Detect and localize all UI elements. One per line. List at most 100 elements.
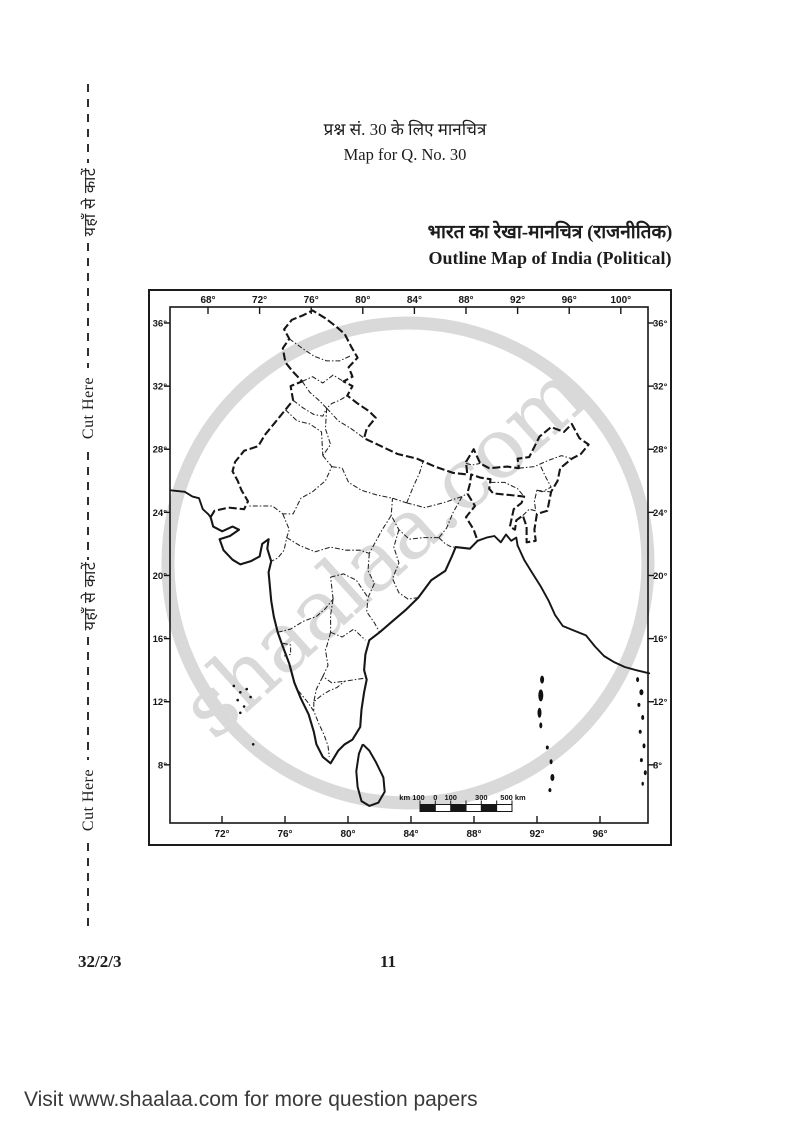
- latitude-label: 28°: [653, 445, 668, 456]
- state-boundary: [465, 462, 481, 466]
- latitude-label: 12°: [153, 697, 168, 708]
- india-land-border: [209, 309, 590, 544]
- longitude-label: 84°: [407, 295, 422, 306]
- state-boundary: [297, 690, 330, 757]
- latitude-label: 20°: [153, 571, 168, 582]
- longitude-label: 80°: [340, 829, 355, 840]
- state-boundary: [368, 515, 392, 554]
- state-boundary: [406, 460, 424, 504]
- state-boundary: [286, 537, 370, 554]
- longitude-label: 68°: [200, 295, 215, 306]
- state-boundary: [292, 399, 328, 417]
- state-boundary: [313, 676, 346, 703]
- site-footer-text: Visit www.shaalaa.com for more question …: [24, 1088, 478, 1111]
- latitude-label: 36°: [653, 319, 668, 330]
- longitude-label: 96°: [592, 829, 607, 840]
- longitude-label: 84°: [403, 829, 418, 840]
- scale-bar-label: 0: [433, 793, 437, 802]
- longitude-label: 76°: [277, 829, 292, 840]
- longitude-label: 72°: [252, 295, 267, 306]
- longitude-label: 88°: [458, 295, 473, 306]
- map-inner-frame: [169, 306, 649, 824]
- pakistan-coastline: [169, 489, 212, 519]
- india-outline-map: shaalaa.com 68° 72° 76° 80° 84° 88° 92° 96° 100° 7…: [148, 289, 672, 846]
- top-longitude-labels: 68° 72° 76° 80° 84° 88° 92° 96° 100°: [200, 295, 631, 314]
- longitude-label: 72°: [214, 829, 229, 840]
- latitude-label: 8°: [653, 760, 662, 771]
- longitude-label: 76°: [304, 295, 319, 306]
- latitude-label: 32°: [153, 382, 168, 393]
- map-title: भारत का रेखा-मानचित्र (राजनीतिक) Outline…: [390, 220, 710, 270]
- cut-here-label-english: Cut Here: [80, 768, 97, 832]
- latitude-label: 8°: [158, 760, 167, 771]
- lakshadweep-islands: [232, 684, 255, 746]
- cut-line-segment: [87, 452, 89, 560]
- myanmar-coastline: [516, 544, 651, 675]
- latitude-labels: 36° 32° 28° 24° 20° 16° 12° 8° 36° 32° 28° 24° 20° 16…: [153, 319, 668, 772]
- longitude-label: 80°: [355, 295, 370, 306]
- latitude-label: 16°: [653, 634, 668, 645]
- longitude-label: 96°: [562, 295, 577, 306]
- latitude-label: 20°: [653, 571, 668, 582]
- scale-bar-label: km 100: [399, 793, 424, 802]
- cut-line-segment: [87, 84, 89, 163]
- latitude-label: 12°: [653, 697, 668, 708]
- state-boundary: [366, 553, 381, 633]
- map-reference-header: प्रश्न सं. 30 के लिए मानचित्र Map for Q.…: [255, 118, 555, 167]
- header-hindi: प्रश्न सं. 30 के लिए मानचित्र: [323, 120, 487, 139]
- map-title-hindi: भारत का रेखा-मानचित्र (राजनीतिक): [427, 222, 673, 243]
- latitude-label: 32°: [653, 382, 668, 393]
- state-boundary: [533, 466, 552, 511]
- longitude-label: 92°: [510, 295, 525, 306]
- latitude-label: 36°: [153, 319, 168, 330]
- state-boundary: [522, 508, 536, 516]
- longitude-label: 100°: [610, 295, 631, 306]
- bottom-longitude-labels: 72° 76° 80° 84° 88° 92° 96°: [214, 816, 608, 840]
- state-boundary: [536, 489, 550, 493]
- state-boundary: [330, 628, 366, 641]
- scale-bar: km 100 0 100 300 500 km: [399, 793, 526, 812]
- cut-line-segment: [87, 243, 89, 368]
- cut-here-label-hindi: यहाँ से काटें: [82, 167, 99, 237]
- bangladesh-coastline: [476, 533, 519, 547]
- state-boundaries: [248, 338, 572, 757]
- cut-line-segment: [87, 843, 89, 932]
- state-boundary: [248, 455, 333, 515]
- cut-here-label-hindi: यहाँ से काटें: [82, 561, 99, 631]
- state-boundary: [282, 642, 292, 657]
- state-boundary: [288, 338, 351, 362]
- longitude-label: 92°: [529, 829, 544, 840]
- latitude-label: 16°: [153, 634, 168, 645]
- page-number: 11: [380, 952, 397, 971]
- state-boundary: [301, 381, 348, 409]
- header-english: Map for Q. No. 30: [343, 144, 467, 164]
- state-boundary: [285, 409, 324, 456]
- latitude-label: 24°: [653, 508, 668, 519]
- paper-code: 32/2/3: [78, 952, 122, 971]
- state-boundary: [277, 598, 334, 633]
- state-boundary: [326, 407, 365, 439]
- watermark: shaalaa.com: [161, 316, 655, 810]
- india-coastline: [209, 516, 479, 765]
- latitude-label: 28°: [153, 445, 168, 456]
- state-boundary: [330, 577, 334, 600]
- map-title-english: Outline Map of India (Political): [428, 247, 672, 268]
- latitude-label: 24°: [153, 508, 168, 519]
- state-boundary: [438, 537, 456, 548]
- scale-bar-label: 300: [475, 793, 488, 802]
- state-boundary: [301, 374, 344, 384]
- state-boundary: [270, 513, 290, 562]
- state-boundary: [490, 481, 525, 497]
- cut-line-segment: [87, 637, 89, 760]
- state-boundary: [331, 466, 407, 504]
- state-boundary: [390, 498, 439, 540]
- state-boundary: [406, 492, 468, 509]
- state-boundary: [391, 529, 419, 600]
- state-boundary: [322, 408, 332, 456]
- scale-bar-label: 500 km: [500, 793, 526, 802]
- andaman-nicobar-islands: [537, 675, 647, 793]
- neighbour-coastlines: [169, 489, 651, 675]
- cut-here-label-english: Cut Here: [80, 376, 97, 440]
- sri-lanka-outline: [355, 743, 386, 807]
